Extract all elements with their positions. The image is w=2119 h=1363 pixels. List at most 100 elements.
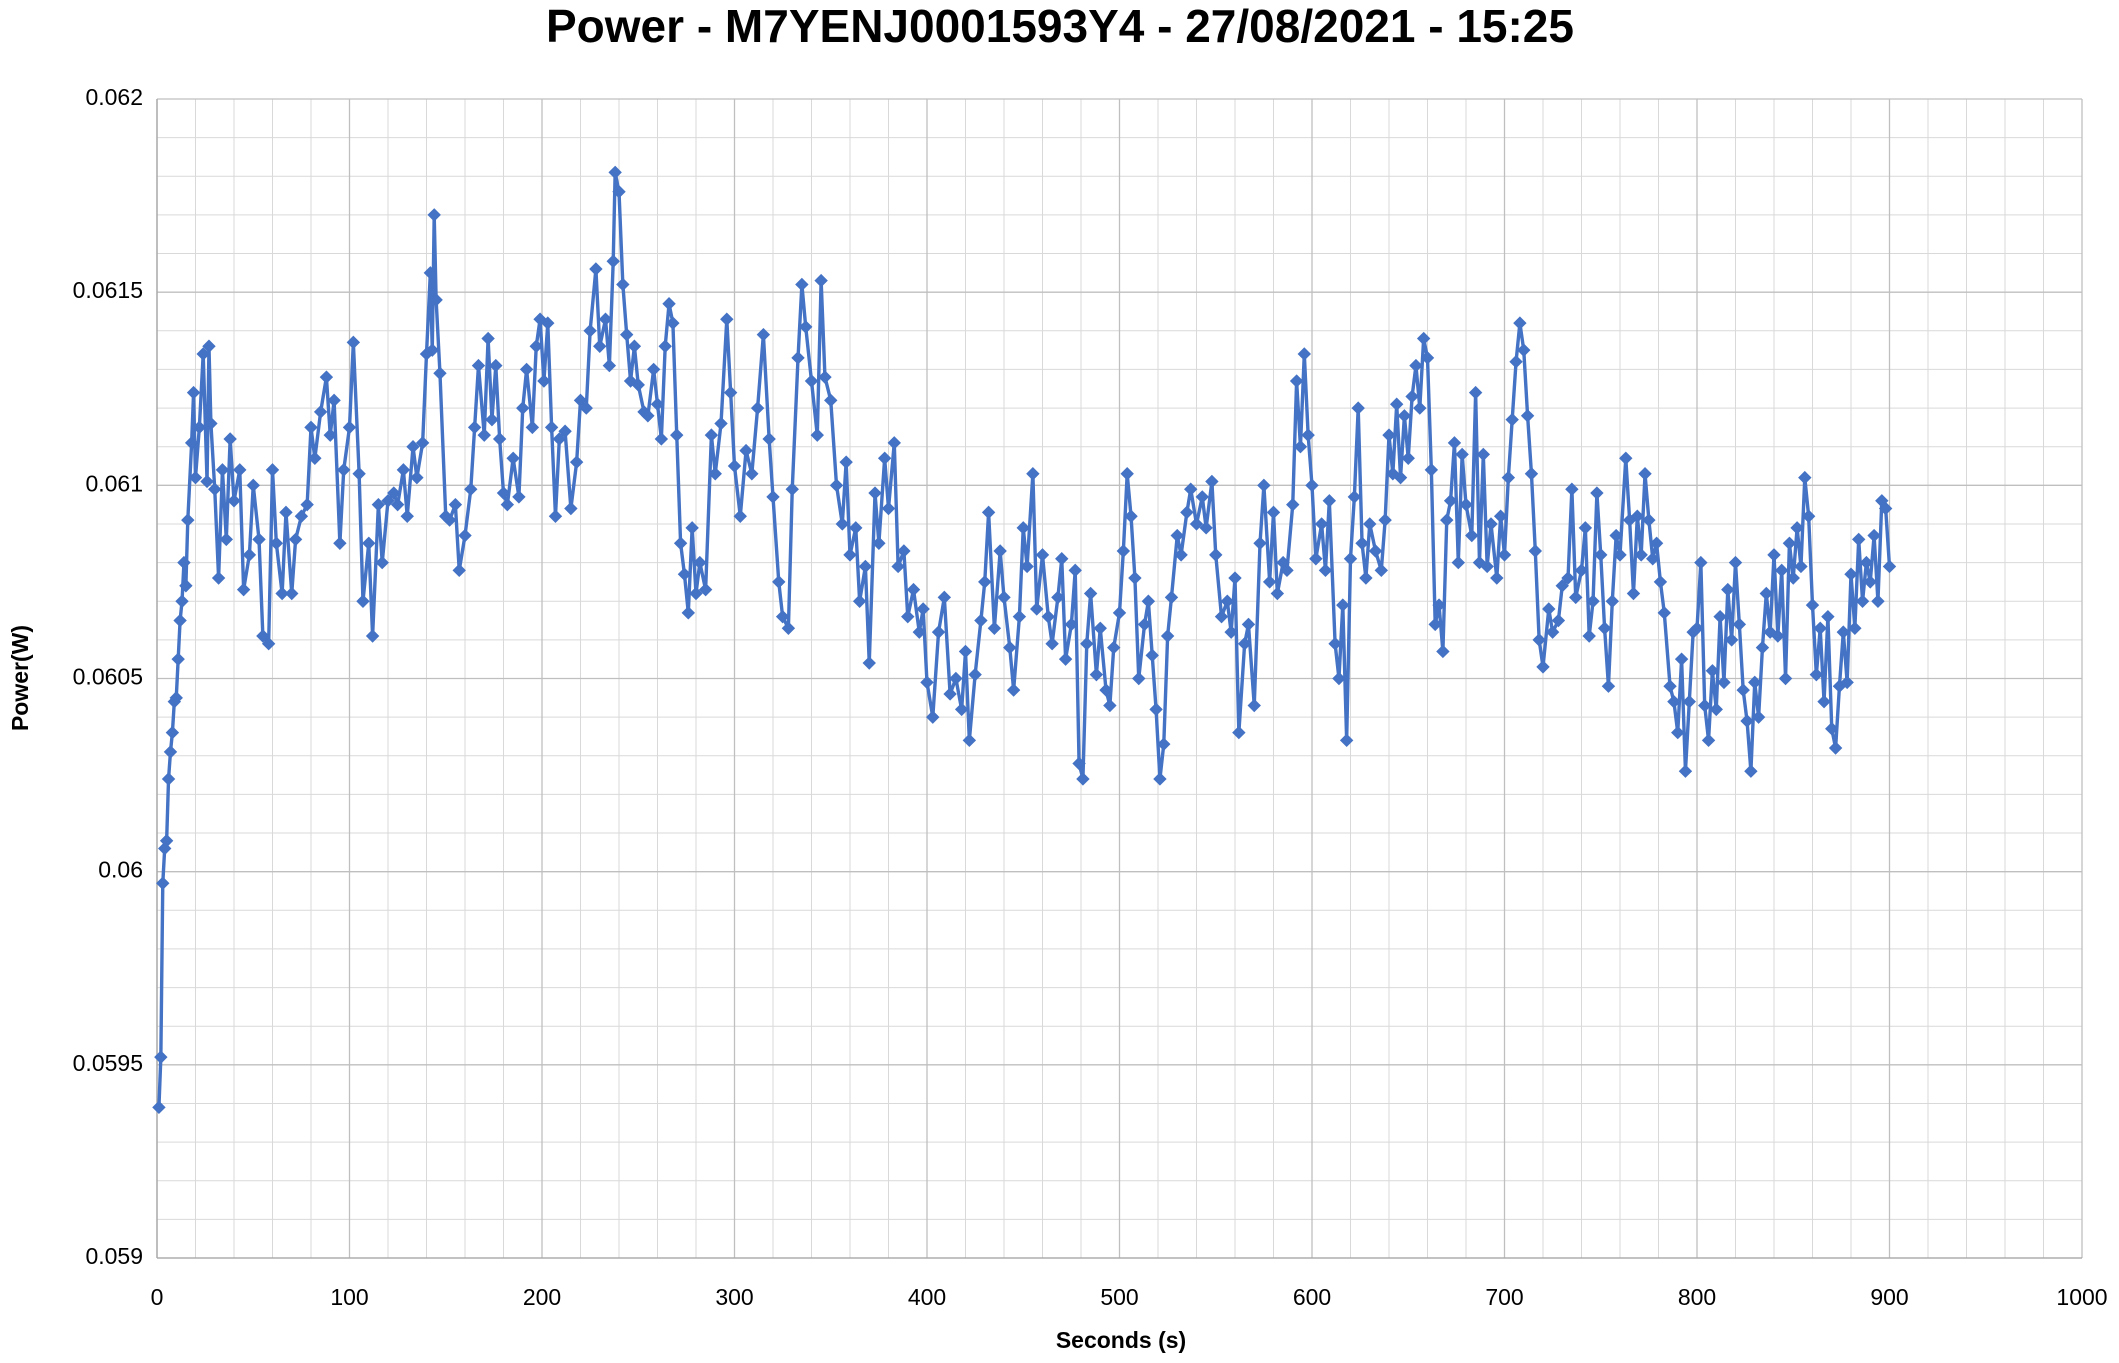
data-point bbox=[208, 482, 222, 496]
data-point bbox=[829, 478, 844, 493]
data-point bbox=[1657, 606, 1671, 620]
data-point bbox=[1432, 598, 1446, 612]
data-point bbox=[159, 834, 174, 848]
data-point bbox=[442, 513, 457, 527]
data-point bbox=[839, 455, 853, 469]
data-point bbox=[997, 590, 1011, 605]
data-point bbox=[1180, 505, 1194, 520]
data-point bbox=[818, 370, 832, 384]
data-point bbox=[256, 629, 270, 643]
data-point bbox=[1828, 741, 1843, 755]
data-point bbox=[485, 412, 499, 427]
data-point bbox=[308, 451, 322, 465]
data-point bbox=[433, 366, 447, 381]
data-point bbox=[1112, 606, 1127, 620]
data-point bbox=[1674, 652, 1689, 666]
data-point bbox=[906, 582, 921, 597]
data-point bbox=[552, 432, 567, 446]
data-point bbox=[544, 420, 559, 435]
data-point bbox=[500, 497, 515, 512]
data-point bbox=[342, 420, 357, 435]
data-point bbox=[958, 644, 973, 659]
data-point bbox=[1103, 698, 1117, 713]
data-point bbox=[1012, 609, 1027, 624]
data-point bbox=[204, 416, 218, 431]
data-point bbox=[693, 555, 707, 570]
data-point bbox=[506, 451, 520, 465]
data-point bbox=[662, 297, 676, 311]
data-point bbox=[1721, 582, 1735, 597]
data-point bbox=[897, 544, 911, 558]
data-point bbox=[396, 463, 411, 477]
data-point bbox=[569, 455, 584, 469]
data-point bbox=[423, 266, 438, 280]
data-point bbox=[425, 343, 439, 357]
data-point bbox=[689, 586, 703, 601]
data-point bbox=[558, 424, 572, 438]
data-point bbox=[1709, 702, 1723, 717]
data-point bbox=[1436, 644, 1450, 659]
data-point bbox=[1813, 621, 1827, 635]
x-tick-label: 600 bbox=[1293, 1284, 1331, 1310]
data-point bbox=[881, 501, 896, 516]
data-point bbox=[943, 687, 957, 701]
data-point bbox=[196, 347, 210, 361]
data-point bbox=[173, 613, 187, 628]
data-point bbox=[1080, 637, 1094, 651]
data-point bbox=[1195, 490, 1209, 504]
data-point bbox=[1630, 509, 1645, 523]
data-point bbox=[1778, 671, 1793, 686]
data-point bbox=[313, 405, 328, 419]
data-point bbox=[862, 656, 876, 670]
data-point bbox=[1416, 331, 1431, 346]
data-point bbox=[1132, 671, 1146, 686]
data-point bbox=[1821, 609, 1835, 624]
data-point bbox=[589, 262, 603, 276]
data-point bbox=[1867, 528, 1881, 543]
data-point bbox=[1476, 447, 1491, 462]
data-point bbox=[1160, 629, 1175, 643]
data-point bbox=[978, 575, 992, 589]
data-point bbox=[1045, 637, 1059, 651]
data-point bbox=[1443, 494, 1458, 508]
data-point bbox=[1848, 621, 1862, 635]
data-point bbox=[163, 745, 178, 759]
data-point bbox=[564, 501, 578, 516]
data-point bbox=[477, 428, 491, 442]
data-point bbox=[1859, 555, 1874, 570]
y-tick-label: 0.06 bbox=[98, 857, 143, 883]
data-point bbox=[1083, 586, 1098, 601]
data-point bbox=[184, 436, 199, 450]
data-point bbox=[1671, 725, 1685, 740]
chart-title: Power - M7YENJ0001593Y4 - 27/08/2021 - 1… bbox=[546, 0, 1574, 52]
data-point bbox=[1120, 467, 1134, 481]
data-point bbox=[981, 505, 996, 520]
data-point bbox=[1748, 675, 1762, 690]
data-point bbox=[1863, 575, 1877, 589]
data-point bbox=[766, 490, 780, 504]
data-point bbox=[1405, 389, 1419, 404]
data-point bbox=[1582, 629, 1596, 643]
data-point bbox=[968, 667, 982, 682]
data-point bbox=[1569, 590, 1583, 605]
data-point bbox=[1003, 640, 1017, 655]
data-point bbox=[169, 691, 183, 705]
data-point bbox=[1305, 478, 1319, 493]
data-point bbox=[1465, 528, 1479, 543]
data-point bbox=[1253, 536, 1267, 550]
data-point bbox=[814, 273, 828, 288]
data-point bbox=[1626, 586, 1641, 601]
data-point bbox=[1174, 548, 1188, 562]
data-point bbox=[265, 463, 280, 477]
data-point bbox=[1871, 594, 1885, 608]
data-point bbox=[1241, 617, 1256, 632]
data-point bbox=[685, 521, 699, 535]
data-point bbox=[529, 339, 543, 353]
data-point bbox=[579, 401, 593, 415]
data-point bbox=[1224, 625, 1238, 639]
data-point bbox=[916, 602, 930, 616]
data-point bbox=[346, 335, 361, 350]
data-point bbox=[275, 586, 289, 601]
data-point bbox=[1355, 536, 1369, 550]
data-point bbox=[464, 482, 478, 496]
